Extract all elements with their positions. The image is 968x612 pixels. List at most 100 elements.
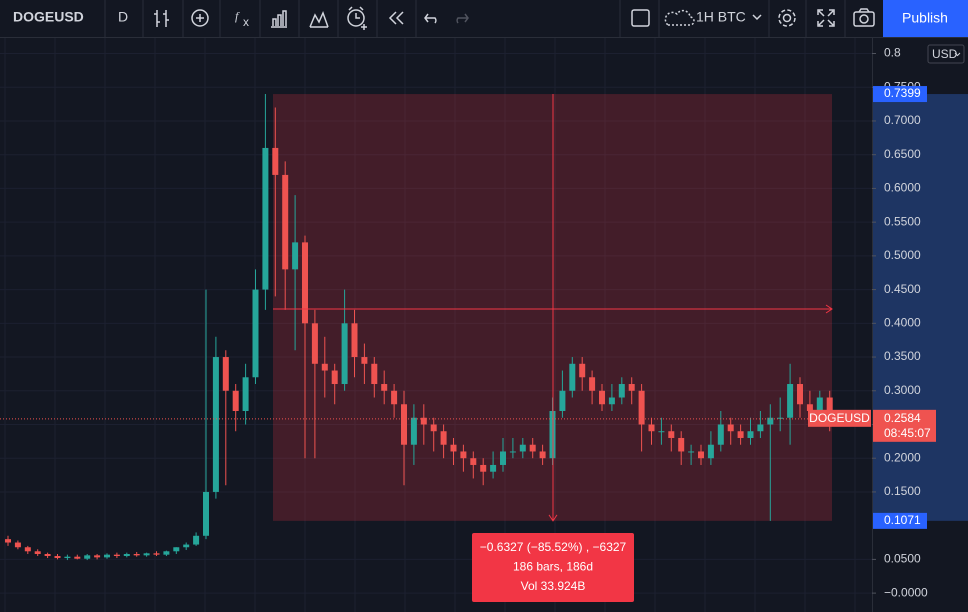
candle-body	[628, 384, 635, 391]
candle-body	[757, 424, 764, 432]
candle-body	[252, 289, 259, 378]
candle-body	[311, 323, 318, 364]
candle-body	[193, 535, 200, 545]
candle-body	[698, 451, 704, 459]
interval[interactable]: D	[118, 9, 128, 25]
candle-body	[282, 174, 289, 270]
undo-icon[interactable]	[424, 13, 437, 24]
y-tick-label: 0.5500	[884, 214, 921, 228]
candle-body	[767, 417, 774, 425]
candle-body	[153, 553, 160, 555]
candle-body	[460, 451, 467, 459]
candle-body	[480, 464, 487, 472]
y-tick-label: 0.5000	[884, 248, 921, 262]
candle-body	[559, 390, 566, 411]
y-tick-label: 0.3500	[884, 349, 921, 363]
countdown-label: 08:45:07	[884, 426, 931, 440]
y-tick-label: 0.0500	[884, 552, 921, 566]
candle-body	[717, 424, 724, 445]
candle-body	[648, 424, 655, 432]
candle-body	[341, 323, 348, 385]
chevron[interactable]	[752, 14, 762, 21]
candle-body	[183, 544, 190, 548]
candle-body	[24, 547, 31, 552]
candle-body	[777, 417, 784, 419]
publish-button[interactable]	[883, 0, 968, 37]
last-price-tag-bg	[873, 409, 936, 442]
fullscreen-icon[interactable]	[817, 9, 835, 27]
replay-icon[interactable]	[388, 11, 404, 25]
last-price-label: 0.2584	[884, 411, 921, 425]
y-tick-label: 0.4500	[884, 282, 921, 296]
templates-icon[interactable]	[271, 10, 287, 28]
candle-body	[806, 404, 813, 411]
candle-body	[589, 377, 596, 391]
candle-body	[74, 556, 81, 559]
candle-body	[143, 553, 150, 556]
y-tick-label: 0.6000	[884, 181, 921, 195]
candle-body	[569, 363, 576, 391]
bar-style-icon[interactable]	[154, 10, 169, 27]
candle-body	[222, 357, 229, 391]
indicators-icon-sub: x	[243, 15, 249, 29]
candle-body	[816, 397, 823, 411]
candle-body	[44, 553, 51, 557]
candle-body	[104, 554, 110, 558]
chart-area: 0.80.75000.70000.65000.60000.55000.50000…	[0, 38, 968, 612]
indicators-icon[interactable]: f	[235, 9, 240, 23]
y-tick-label: 0.6500	[884, 147, 921, 161]
candle-body	[678, 437, 685, 452]
candle-body	[608, 397, 615, 405]
candle-body	[519, 444, 526, 452]
candle-body	[599, 390, 605, 405]
range-tag-label: 0.7399	[884, 86, 921, 100]
candle-body	[490, 464, 497, 472]
currency-label[interactable]: USD	[932, 47, 958, 61]
cloud-icon[interactable]	[664, 9, 695, 26]
measure-v-arrow	[548, 514, 558, 522]
measure-h-arrow	[825, 304, 833, 314]
symbol-tag-bg	[808, 409, 871, 427]
candle-body	[727, 424, 734, 432]
candle-body	[618, 384, 625, 398]
compare-symbol[interactable]: 1H BTC	[696, 9, 746, 25]
candle-body	[826, 397, 833, 419]
measure-info-line: 186 bars, 186d	[513, 560, 593, 574]
snapshot-icon[interactable]	[853, 8, 875, 27]
candle-body	[34, 551, 41, 554]
layout-icon[interactable]	[631, 9, 650, 27]
candle-body	[440, 431, 447, 445]
settings-icon[interactable]	[778, 9, 796, 27]
y-tick-label: 0.7000	[884, 113, 921, 127]
candle-body	[579, 363, 586, 378]
candle-body	[668, 431, 675, 438]
ideas-icon[interactable]	[309, 10, 329, 28]
currency-dropdown[interactable]	[927, 44, 965, 64]
toolbar-bg	[0, 0, 968, 37]
candle-body	[113, 554, 120, 557]
publish-label[interactable]: Publish	[902, 10, 948, 26]
alert-icon[interactable]	[347, 6, 367, 30]
candle-body	[64, 556, 71, 559]
candle-body	[797, 384, 803, 405]
symbol[interactable]: DOGEUSD	[13, 9, 84, 25]
candle-body	[420, 417, 427, 425]
candle-body	[509, 451, 516, 453]
range-tag-bg	[873, 86, 927, 103]
axis-range-highlight	[873, 94, 968, 521]
redo-icon[interactable]	[456, 13, 469, 24]
range-tag-bg	[873, 512, 927, 529]
candle-body	[539, 451, 546, 459]
y-tick-label: 0.8	[884, 46, 901, 60]
candle-body	[361, 357, 368, 364]
candle-body	[302, 242, 308, 324]
candle-body	[203, 491, 209, 536]
candle-body	[84, 555, 91, 559]
compare-icon[interactable]	[191, 9, 209, 27]
candle-body	[5, 539, 11, 543]
candle-body	[391, 390, 398, 405]
candle-body	[212, 357, 219, 492]
